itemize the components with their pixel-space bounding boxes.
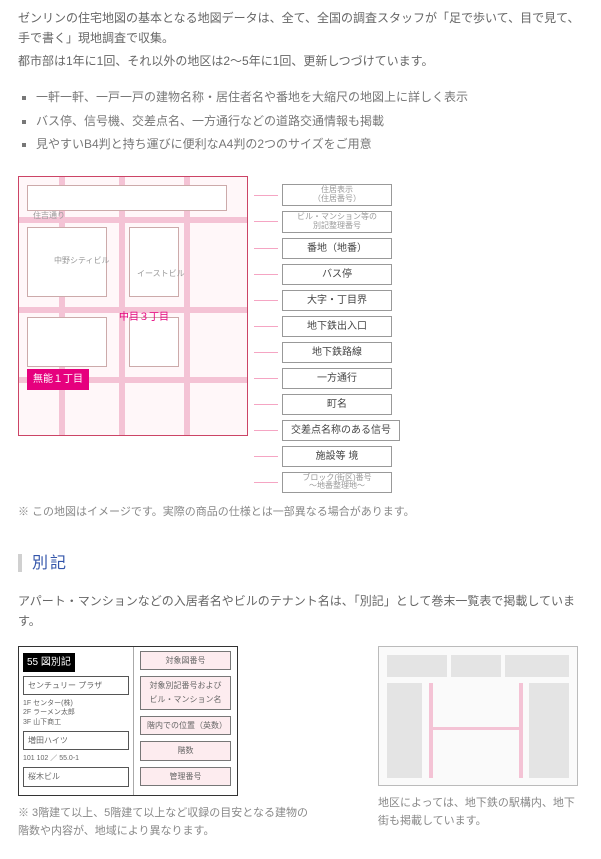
bekki-right-label: 対象別記番号および ビル・マンション名 bbox=[140, 676, 231, 709]
bekki-right-note: 地区によっては、地下鉄の駅構内、地下街も掲載しています。 bbox=[378, 794, 583, 831]
legend-item: 地下鉄路線 bbox=[254, 342, 400, 363]
bekki-box: 増田ハイツ bbox=[23, 731, 129, 751]
legend-item: 一方通行 bbox=[254, 368, 400, 389]
bekki-left: 55 図別記 センチュリー プラザ 1F センター(株)2F ラーメン太郎3F … bbox=[18, 646, 328, 841]
map-center-label: 中目３丁目 bbox=[119, 309, 169, 326]
legend-label: 住居表示（住居番号） bbox=[282, 184, 392, 206]
legend-connector-icon bbox=[254, 326, 278, 327]
bekki-right-labels: 対象図番号対象別記番号および ビル・マンション名階内での位置（英数） 階数管理番号 bbox=[134, 647, 237, 795]
legend-label: 交差点名称のある信号 bbox=[282, 420, 400, 441]
legend-item: 施設等 境 bbox=[254, 446, 400, 467]
legend-connector-icon bbox=[254, 221, 278, 222]
legend-item: 大字・丁目界 bbox=[254, 290, 400, 311]
legend-item: ビル・マンション等の別記整理番号 bbox=[254, 211, 400, 233]
legend-item: 町名 bbox=[254, 394, 400, 415]
legend-item: バス停 bbox=[254, 264, 400, 285]
legend-item: 地下鉄出入口 bbox=[254, 316, 400, 337]
legend-connector-icon bbox=[254, 378, 278, 379]
legend-connector-icon bbox=[254, 404, 278, 405]
legend-item: 交差点名称のある信号 bbox=[254, 420, 400, 441]
legend-label: ブロック(街区)番号〜地番整理地〜 bbox=[282, 472, 392, 494]
legend-label: バス停 bbox=[282, 264, 392, 285]
feature-item: 一軒一軒、一戸一戸の建物名称・居住者名や番地を大縮尺の地図上に詳しく表示 bbox=[36, 87, 583, 107]
section-heading: 別記 bbox=[32, 550, 68, 577]
legend-connector-icon bbox=[254, 430, 278, 431]
map-legend: 住居表示（住居番号） ビル・マンション等の別記整理番号番地（地番） バス停大字・丁目… bbox=[254, 176, 400, 493]
bekki-right-label: 対象図番号 bbox=[140, 651, 231, 671]
bekki-right-label: 管理番号 bbox=[140, 767, 231, 787]
intro-line-1: ゼンリンの住宅地図の基本となる地図データは、全て、全国の調査スタッフが「足で歩い… bbox=[18, 8, 583, 49]
legend-item: ブロック(街区)番号〜地番整理地〜 bbox=[254, 472, 400, 494]
legend-connector-icon bbox=[254, 248, 278, 249]
legend-connector-icon bbox=[254, 352, 278, 353]
legend-label: 町名 bbox=[282, 394, 392, 415]
section-bar-icon bbox=[18, 554, 22, 572]
legend-connector-icon bbox=[254, 195, 278, 196]
bekki-right-label: 階内での位置（英数） bbox=[140, 716, 231, 736]
intro-block: ゼンリンの住宅地図の基本となる地図データは、全て、全国の調査スタッフが「足で歩い… bbox=[18, 8, 583, 71]
map-street-label: 住吉通り bbox=[33, 209, 65, 223]
bekki-row: 55 図別記 センチュリー プラザ 1F センター(株)2F ラーメン太郎3F … bbox=[18, 646, 583, 841]
section-separator: 別記 bbox=[18, 550, 583, 577]
subway-figure bbox=[378, 646, 578, 786]
feature-item: バス停、信号機、交差点名、一方通行などの道路交通情報も掲載 bbox=[36, 111, 583, 131]
legend-connector-icon bbox=[254, 300, 278, 301]
section-lead: アパート・マンションなどの入居者名やビルのテナント名は、「別記」として巻末一覧表… bbox=[18, 591, 583, 632]
bekki-figure: 55 図別記 センチュリー プラザ 1F センター(株)2F ラーメン太郎3F … bbox=[18, 646, 238, 796]
legend-label: 地下鉄出入口 bbox=[282, 316, 392, 337]
feature-item: 見やすいB4判と持ち運びに便利なA4判の2つのサイズをご用意 bbox=[36, 134, 583, 154]
bekki-right-label: 階数 bbox=[140, 741, 231, 761]
bekki-box: センチュリー プラザ bbox=[23, 676, 129, 696]
legend-item: 番地（地番） bbox=[254, 238, 400, 259]
feature-list: 一軒一軒、一戸一戸の建物名称・居住者名や番地を大縮尺の地図上に詳しく表示 バス停… bbox=[18, 87, 583, 154]
bekki-left-note: ※ 3階建て以上、5階建て以上など収録の目安となる建物の階数や内容が、地域により… bbox=[18, 804, 318, 841]
bekki-right: 地区によっては、地下鉄の駅構内、地下街も掲載しています。 bbox=[378, 646, 583, 831]
legend-connector-icon bbox=[254, 274, 278, 275]
legend-connector-icon bbox=[254, 482, 278, 483]
legend-item: 住居表示（住居番号） bbox=[254, 184, 400, 206]
legend-label: 大字・丁目界 bbox=[282, 290, 392, 311]
legend-label: ビル・マンション等の別記整理番号 bbox=[282, 211, 392, 233]
legend-label: 施設等 境 bbox=[282, 446, 392, 467]
map-note: ※ この地図はイメージです。実際の商品の仕様とは一部異なる場合があります。 bbox=[18, 503, 583, 522]
legend-label: 番地（地番） bbox=[282, 238, 392, 259]
intro-line-2: 都市部は1年に1回、それ以外の地区は2〜5年に1回、更新しつづけています。 bbox=[18, 51, 583, 71]
legend-label: 地下鉄路線 bbox=[282, 342, 392, 363]
legend-label: 一方通行 bbox=[282, 368, 392, 389]
bekki-box: 桜木ビル bbox=[23, 767, 129, 787]
legend-connector-icon bbox=[254, 456, 278, 457]
map-ward-label: 無能１丁目 bbox=[27, 369, 89, 390]
map-block: 住吉通り 中野シティビル イーストビル 中目３丁目 無能１丁目 住居表示（住居番… bbox=[18, 176, 583, 493]
map-sample-image: 住吉通り 中野シティビル イーストビル 中目３丁目 無能１丁目 bbox=[18, 176, 248, 436]
bekki-badge: 55 図別記 bbox=[23, 653, 75, 672]
